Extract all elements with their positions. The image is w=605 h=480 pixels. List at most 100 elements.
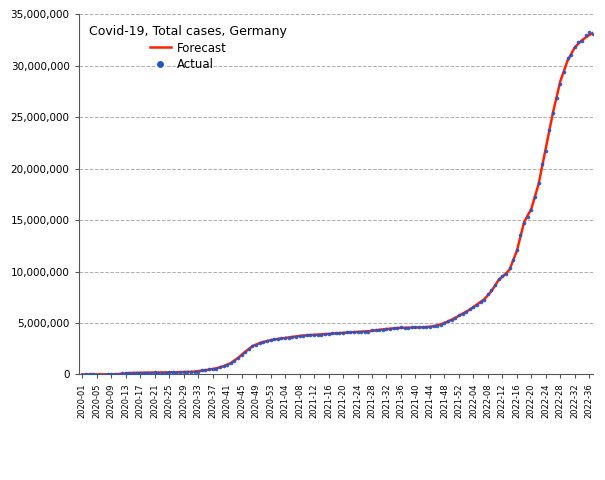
Point xyxy=(251,341,261,348)
Point xyxy=(501,271,511,278)
Point xyxy=(411,324,420,331)
Point xyxy=(548,109,558,117)
Point xyxy=(360,328,370,336)
Point xyxy=(266,336,275,344)
Point xyxy=(342,328,352,336)
Point xyxy=(588,31,598,38)
Point xyxy=(443,317,453,325)
Point xyxy=(197,366,207,374)
Point xyxy=(566,51,576,59)
Point xyxy=(559,68,569,76)
Point xyxy=(273,335,283,343)
Point xyxy=(237,351,246,359)
Point xyxy=(490,281,500,289)
Point xyxy=(258,337,268,345)
Point xyxy=(287,334,297,341)
Point xyxy=(125,370,134,377)
Point xyxy=(255,339,264,347)
Point xyxy=(534,179,543,187)
Point xyxy=(77,371,87,378)
Point xyxy=(150,369,160,376)
Point xyxy=(440,320,450,327)
Point xyxy=(106,371,116,378)
Point xyxy=(356,328,366,336)
Point xyxy=(313,331,322,338)
Point xyxy=(183,369,192,376)
Point xyxy=(121,369,131,377)
Point xyxy=(269,335,279,343)
Point xyxy=(393,324,402,332)
Point xyxy=(154,369,163,377)
Point xyxy=(537,160,547,168)
Point xyxy=(436,321,446,329)
Point xyxy=(291,333,301,340)
Point xyxy=(338,329,348,337)
Point xyxy=(374,326,384,334)
Point xyxy=(512,246,522,254)
Point xyxy=(136,369,145,377)
Point xyxy=(103,370,113,378)
Point xyxy=(574,38,583,46)
Point xyxy=(515,231,525,239)
Point xyxy=(353,328,362,336)
Point xyxy=(422,323,431,331)
Point xyxy=(367,326,377,334)
Point xyxy=(110,370,120,378)
Point xyxy=(429,323,439,330)
Point xyxy=(157,369,167,376)
Point xyxy=(316,331,326,338)
Point xyxy=(165,369,174,376)
Point xyxy=(494,275,503,283)
Point xyxy=(400,324,410,332)
Point xyxy=(389,324,399,332)
Point xyxy=(327,329,337,337)
Point xyxy=(465,305,474,313)
Point xyxy=(479,296,489,304)
Point xyxy=(139,369,149,376)
Point xyxy=(454,312,464,319)
Point xyxy=(396,324,406,331)
Point xyxy=(570,43,580,51)
Point xyxy=(345,328,355,336)
Point xyxy=(385,325,395,333)
Point xyxy=(117,370,127,377)
Point xyxy=(519,219,529,227)
Point xyxy=(146,369,156,377)
Point xyxy=(555,80,565,87)
Point xyxy=(508,256,518,264)
Point xyxy=(194,368,203,375)
Point xyxy=(114,371,123,378)
Point xyxy=(523,213,532,221)
Point xyxy=(541,147,551,155)
Point xyxy=(461,308,471,316)
Point xyxy=(404,324,413,332)
Point xyxy=(218,362,228,370)
Point xyxy=(552,95,561,102)
Point xyxy=(240,348,250,356)
Point xyxy=(215,363,224,371)
Point xyxy=(425,323,435,331)
Point xyxy=(262,337,272,345)
Point xyxy=(81,370,91,378)
Point xyxy=(226,359,235,367)
Point xyxy=(472,301,482,309)
Point xyxy=(88,371,98,378)
Point xyxy=(544,126,554,134)
Point xyxy=(222,361,232,369)
Point xyxy=(276,334,286,342)
Point xyxy=(320,330,330,338)
Point xyxy=(190,368,200,376)
Point xyxy=(349,328,359,336)
Point xyxy=(486,287,496,294)
Point xyxy=(204,365,214,373)
Point xyxy=(530,193,540,201)
Point xyxy=(476,299,485,306)
Point xyxy=(172,369,182,376)
Point xyxy=(364,328,373,336)
Point xyxy=(418,323,428,331)
Point xyxy=(298,332,308,339)
Point xyxy=(132,369,142,377)
Point xyxy=(280,335,290,342)
Legend: Forecast, Actual: Forecast, Actual xyxy=(85,20,292,76)
Point xyxy=(211,365,221,372)
